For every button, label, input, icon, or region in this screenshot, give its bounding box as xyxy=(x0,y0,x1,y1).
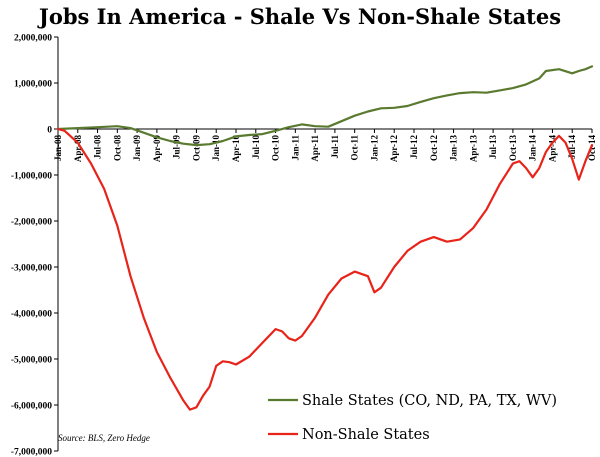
x-tick-label: Jan-10 xyxy=(211,135,221,162)
y-tick-label: -5,000,000 xyxy=(11,356,52,366)
chart-title: Jobs In America - Shale Vs Non-Shale Sta… xyxy=(38,4,562,29)
y-tick-label: -1,000,000 xyxy=(11,172,52,182)
x-tick-label: Apr-11 xyxy=(310,135,320,162)
x-tick-label: Apr-10 xyxy=(231,135,241,163)
x-tick-label: Jul-10 xyxy=(251,135,261,160)
x-tick-label: Apr-09 xyxy=(152,135,162,163)
x-tick-label: Jul-13 xyxy=(488,135,498,160)
non-shale-states-line xyxy=(56,127,594,411)
legend: Shale States (CO, ND, PA, TX, WV) Non-Sha… xyxy=(268,393,557,443)
x-tick-label: Jul-09 xyxy=(172,135,182,160)
axes xyxy=(57,37,592,451)
source-note: Source: BLS, Zero Hedge xyxy=(58,433,150,443)
x-tick-label: Apr-08 xyxy=(73,135,83,163)
x-tick-label: Jan-13 xyxy=(449,135,459,162)
x-tick-label: Apr-14 xyxy=(547,135,557,163)
legend-label-non-shale: Non-Shale States xyxy=(302,427,430,443)
x-tick-label: Jan-12 xyxy=(369,135,379,162)
y-tick-label: -4,000,000 xyxy=(11,310,52,320)
x-tick-label: Oct-10 xyxy=(271,135,281,161)
x-tick-label: Oct-11 xyxy=(350,135,360,161)
x-tick-label: Jan-11 xyxy=(290,135,300,161)
x-tick-label: Oct-08 xyxy=(112,135,122,161)
y-tick-label: -6,000,000 xyxy=(11,402,52,412)
x-tick-label: Jul-08 xyxy=(93,135,103,160)
shale-states-line xyxy=(56,65,594,147)
x-tick-label: Jul-14 xyxy=(567,135,577,160)
x-tick-label: Jan-08 xyxy=(53,135,63,162)
legend-label-shale: Shale States (CO, ND, PA, TX, WV) xyxy=(302,393,557,409)
x-tick-label: Jul-12 xyxy=(409,135,419,160)
x-tick-label: Jan-14 xyxy=(528,135,538,162)
x-tick-label: Apr-12 xyxy=(389,135,399,163)
x-tick-label: Oct-12 xyxy=(429,135,439,161)
y-tick-label: 1,000,000 xyxy=(14,80,52,90)
y-tick-label: 0 xyxy=(47,126,52,136)
y-axis-ticks: 2,000,000 1,000,000 0 -1,000,000 -2,000,000 -… xyxy=(11,34,58,457)
x-tick-label: Jul-11 xyxy=(330,135,340,159)
y-tick-label: -2,000,000 xyxy=(11,218,52,228)
x-axis-ticks: Jan-08 Apr-08 Jul-08 Oct-08 Jan-09 Apr-09 Jul-… xyxy=(53,129,597,162)
x-tick-label: Oct-09 xyxy=(191,135,201,161)
x-tick-label: Apr-13 xyxy=(468,135,478,163)
y-tick-label: -3,000,000 xyxy=(11,264,52,274)
x-tick-label: Oct-13 xyxy=(508,135,518,161)
y-tick-label: 2,000,000 xyxy=(14,34,52,44)
series-lines xyxy=(56,65,594,411)
x-tick-label: Jan-09 xyxy=(132,135,142,162)
y-tick-label: -7,000,000 xyxy=(11,448,52,457)
